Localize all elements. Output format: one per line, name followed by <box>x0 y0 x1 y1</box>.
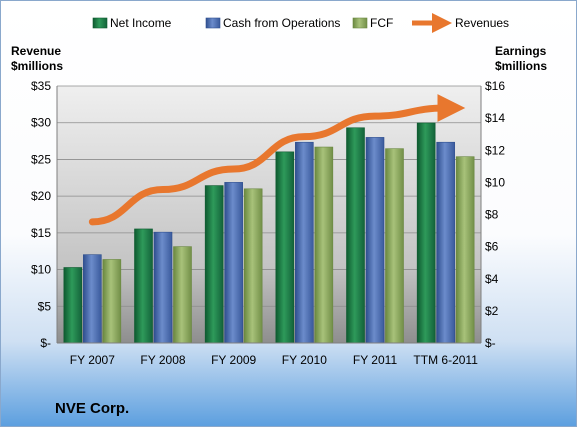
left-tick-label: $- <box>40 336 51 350</box>
bar-cash-from-operations-fy-2009 <box>224 182 243 344</box>
right-tick-label: $6 <box>485 240 499 254</box>
right-tick-label: $8 <box>485 208 499 222</box>
legend-item-revenues: Revenues <box>412 13 509 33</box>
legend-item-fcf: FCF <box>352 16 393 30</box>
bars-layer <box>63 122 475 344</box>
bar-net-income-fy-2008 <box>134 228 153 344</box>
x-tick-label: FY 2011 <box>353 353 398 367</box>
left-axis-title-line2: $millions <box>11 59 63 73</box>
left-tick-label: $35 <box>31 79 51 93</box>
legend-swatch-net-income <box>92 17 108 29</box>
bar-fcf-fy-2010 <box>314 146 334 344</box>
legend-label-revenues: Revenues <box>455 16 509 30</box>
right-tick-label: $- <box>485 336 496 350</box>
legend-item-net-income: Net Income <box>92 16 172 30</box>
right-tick-label: $16 <box>485 79 505 93</box>
left-tick-label: $20 <box>31 189 51 203</box>
bar-fcf-fy-2008 <box>173 246 192 344</box>
right-tick-label: $12 <box>485 143 505 157</box>
bar-net-income-fy-2011 <box>346 127 365 344</box>
bar-cash-from-operations-fy-2011 <box>365 137 385 344</box>
bar-fcf-fy-2007 <box>102 259 122 344</box>
legend-label-net-income: Net Income <box>110 16 172 30</box>
x-tick-label: FY 2008 <box>140 353 185 367</box>
legend-item-cash-from-operations: Cash from Operations <box>205 16 340 30</box>
x-tick-label: FY 2009 <box>211 353 256 367</box>
bar-cash-from-operations-fy-2008 <box>153 231 173 344</box>
right-tick-label: $14 <box>485 111 505 125</box>
left-tick-label: $25 <box>31 152 51 166</box>
legend-label-fcf: FCF <box>370 16 393 30</box>
left-axis-title-line1: Revenue <box>11 44 61 58</box>
x-tick-label: TTM 6-2011 <box>413 353 478 367</box>
revenue-line-layer <box>88 94 466 226</box>
legend: Net Income Cash from Operations FCF Reve… <box>92 13 509 33</box>
legend-swatch-fcf <box>352 17 368 29</box>
right-axis-title-line2: $millions <box>495 59 547 73</box>
left-tick-label: $5 <box>38 299 52 313</box>
legend-label-cash-from-operations: Cash from Operations <box>223 16 340 30</box>
x-tick-label: FY 2007 <box>70 353 115 367</box>
left-tick-label: $10 <box>31 263 51 277</box>
left-tick-label: $15 <box>31 226 51 240</box>
right-tick-label: $4 <box>485 272 499 286</box>
bar-net-income-ttm-6-2011 <box>416 122 436 344</box>
bar-net-income-fy-2010 <box>275 151 295 344</box>
bar-cash-from-operations-fy-2007 <box>83 254 102 344</box>
revenues-line <box>88 94 466 226</box>
right-axis-title-line1: Earnings <box>495 44 547 58</box>
bar-cash-from-operations-fy-2010 <box>295 141 314 344</box>
bar-cash-from-operations-ttm-6-2011 <box>436 141 455 344</box>
bar-net-income-fy-2007 <box>63 267 83 344</box>
bar-fcf-fy-2011 <box>385 148 404 344</box>
bar-net-income-fy-2009 <box>204 185 224 344</box>
gridlines <box>57 85 481 307</box>
bar-fcf-fy-2009 <box>243 188 263 344</box>
plot-area <box>57 86 481 343</box>
axes-layer: $- $5 $10 $15 $20 $25 $30 $35 $- $2 $4 $6 $8 $10 $12 $1… <box>31 79 505 367</box>
legend-swatch-cash-from-operations <box>205 17 221 29</box>
right-tick-label: $10 <box>485 175 505 189</box>
company-name: NVE Corp. <box>55 400 129 417</box>
left-tick-label: $30 <box>31 116 51 130</box>
bar-fcf-ttm-6-2011 <box>455 156 475 344</box>
x-tick-label: FY 2010 <box>282 353 327 367</box>
right-tick-label: $2 <box>485 304 499 318</box>
